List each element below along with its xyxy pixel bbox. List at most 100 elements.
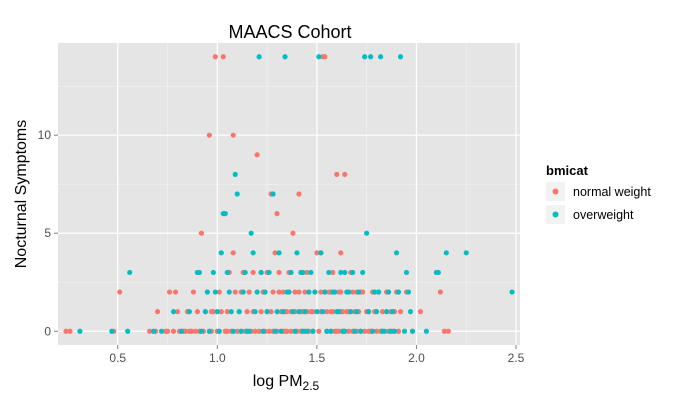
x-axis-title-main: log PM — [253, 373, 303, 390]
point-overweight — [338, 269, 344, 276]
point-normal-weight — [147, 328, 153, 334]
point-normal-weight — [266, 328, 272, 334]
point-overweight — [127, 269, 133, 276]
x-tick-label: 1.0 — [209, 351, 226, 365]
point-overweight — [198, 328, 204, 334]
point-overweight — [368, 54, 374, 60]
data-points — [63, 54, 515, 334]
point-normal-weight — [284, 309, 290, 315]
point-normal-weight — [182, 328, 189, 334]
point-overweight — [324, 328, 330, 334]
point-normal-weight — [190, 289, 197, 295]
point-overweight — [405, 289, 412, 295]
point-overweight — [389, 309, 396, 315]
point-overweight — [260, 328, 266, 334]
point-normal-weight — [194, 309, 200, 315]
point-overweight — [342, 269, 348, 276]
point-overweight — [272, 328, 278, 334]
point-normal-weight — [188, 328, 195, 334]
point-overweight — [348, 309, 354, 315]
x-axis-title: log PM2.5 — [253, 373, 320, 393]
x-axis-title-subscript: 2.5 — [303, 379, 320, 393]
point-overweight — [360, 269, 366, 276]
point-normal-weight — [334, 328, 340, 334]
point-normal-weight — [324, 309, 330, 315]
point-overweight — [302, 309, 308, 315]
point-normal-weight — [310, 309, 316, 315]
point-overweight — [403, 269, 410, 276]
point-normal-weight — [172, 289, 179, 295]
point-overweight — [296, 309, 302, 315]
point-normal-weight — [290, 230, 296, 236]
point-overweight — [280, 309, 286, 315]
point-overweight — [378, 54, 384, 60]
point-overweight — [238, 328, 244, 334]
point-normal-weight — [322, 54, 328, 60]
point-overweight — [170, 309, 177, 315]
point-normal-weight — [441, 328, 447, 334]
point-normal-weight — [346, 328, 352, 334]
legend-marker-overweight — [552, 211, 559, 218]
point-overweight — [158, 328, 165, 334]
point-overweight — [354, 309, 360, 315]
point-normal-weight — [342, 171, 348, 177]
point-normal-weight — [350, 289, 356, 295]
point-overweight — [274, 309, 280, 315]
point-overweight — [294, 250, 300, 256]
point-overweight — [328, 328, 334, 334]
point-normal-weight — [417, 309, 424, 315]
point-normal-weight — [437, 289, 443, 295]
point-normal-weight — [216, 289, 222, 295]
y-tick-label: 5 — [44, 226, 51, 240]
point-overweight — [206, 328, 212, 334]
point-overweight — [234, 191, 240, 197]
point-normal-weight — [336, 289, 342, 295]
point-normal-weight — [206, 132, 212, 138]
point-normal-weight — [338, 250, 344, 256]
point-overweight — [202, 309, 208, 315]
point-overweight — [236, 309, 242, 315]
point-overweight — [314, 309, 320, 315]
point-overweight — [332, 289, 338, 295]
point-overweight — [374, 309, 380, 315]
point-overweight — [364, 230, 370, 236]
point-overweight — [376, 289, 382, 295]
x-tick-label: 2.0 — [408, 351, 425, 365]
point-normal-weight — [164, 328, 171, 334]
point-normal-weight — [276, 289, 282, 295]
point-overweight — [218, 250, 224, 256]
point-overweight — [326, 269, 332, 276]
point-overweight — [350, 269, 356, 276]
point-normal-weight — [256, 328, 262, 334]
point-overweight — [204, 289, 210, 295]
point-overweight — [77, 328, 83, 334]
point-normal-weight — [63, 328, 69, 334]
point-overweight — [387, 328, 394, 334]
point-normal-weight — [302, 289, 308, 295]
point-normal-weight — [166, 289, 173, 295]
point-overweight — [250, 250, 256, 256]
point-normal-weight — [330, 269, 336, 276]
point-overweight — [318, 250, 324, 256]
x-tick-label: 2.5 — [508, 351, 525, 365]
point-overweight — [230, 328, 236, 334]
point-overweight — [379, 328, 386, 334]
point-normal-weight — [224, 328, 230, 334]
point-overweight — [242, 269, 248, 276]
point-normal-weight — [268, 309, 274, 315]
point-overweight — [224, 269, 230, 276]
point-overweight — [385, 289, 392, 295]
point-overweight — [395, 289, 402, 295]
x-tick-label: 1.5 — [309, 351, 326, 365]
point-overweight — [288, 269, 294, 276]
point-normal-weight — [212, 54, 218, 60]
point-overweight — [391, 328, 398, 334]
legend: bmicat normal weight overweight — [546, 163, 651, 224]
point-overweight — [304, 328, 310, 334]
point-normal-weight — [272, 250, 278, 256]
point-overweight — [316, 54, 322, 60]
point-overweight — [232, 171, 238, 177]
point-normal-weight — [314, 250, 320, 256]
point-normal-weight — [246, 289, 252, 295]
